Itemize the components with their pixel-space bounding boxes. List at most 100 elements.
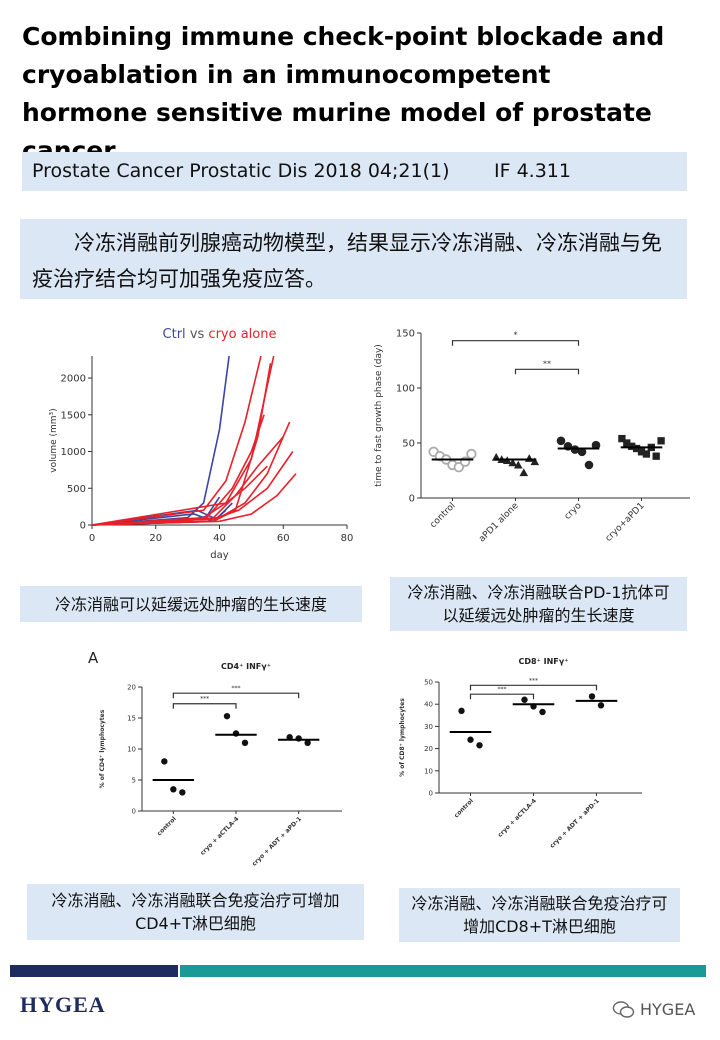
x-tick-label: cryo [563, 501, 584, 522]
x-tick-label: 20 [149, 533, 162, 544]
y-tick-label: 2000 [61, 374, 86, 385]
wechat-icon [612, 1001, 635, 1018]
y-tick-label: 5 [132, 776, 136, 784]
data-point [241, 739, 249, 746]
dot-chart: 0 10 20 30 40 50 % of CD8⁺ lymphocytes CD8⁺ INF… [399, 657, 642, 850]
y-tick-label: 1500 [61, 410, 86, 421]
data-point [637, 448, 646, 456]
data-point [304, 739, 311, 746]
x-tick-label: 60 [277, 533, 290, 544]
y-tick-label: 1000 [61, 447, 86, 458]
x-tick-label: cryo + ADT + aPD-1 [549, 797, 601, 849]
significance-bracket [469, 684, 598, 691]
line-chart: 0 500 1000 1500 2000 volume (mm³) 0 20 40 60 80 day… [49, 327, 353, 561]
y-tick-label: 0 [80, 521, 86, 532]
y-axis-label: % of CD4⁺ lymphocytes [99, 709, 106, 788]
slide-title: Combining immune check-point blockade an… [22, 22, 665, 165]
data-point [588, 693, 596, 700]
data-point [295, 735, 302, 742]
x-tick-label: control [453, 797, 475, 819]
logo: HYGEA [20, 992, 106, 1017]
x-axis-label: day [210, 550, 228, 561]
significance-label: * [514, 331, 518, 340]
y-tick-label: 20 [424, 745, 433, 753]
impact-factor: IF 4.311 [494, 160, 571, 182]
significance-bracket [172, 703, 237, 709]
data-point [524, 454, 534, 462]
y-tick-label: 10 [424, 767, 433, 775]
data-point [652, 452, 660, 460]
journal: Prostate Cancer Prostatic Dis 2018 04;21… [32, 160, 450, 182]
data-point [458, 707, 465, 715]
dot-chart: 0 50 100 150 time to fast growth phase (day)… [374, 329, 690, 545]
y-axis-label: volume (mm³) [49, 408, 59, 472]
summary: 冷冻消融前列腺癌动物模型，结果显示冷冻消融、冷冻消融与免疫治疗结合均可加强免疫应… [20, 219, 687, 299]
data-point [476, 742, 483, 749]
x-tick-label: aPD1 alone [477, 501, 521, 545]
growth-line [91, 355, 262, 526]
y-tick-label: 0 [429, 789, 433, 797]
caption: 冷冻消融可以延缓远处肿瘤的生长速度 [20, 586, 362, 622]
data-point [521, 696, 528, 703]
footer-bar [10, 965, 178, 977]
data-point [556, 436, 566, 446]
y-tick-label: 10 [127, 745, 136, 753]
growth-line [91, 436, 284, 526]
dot-chart: 0 5 10 15 20 % of CD4⁺ lymphocytes CD4⁺ INFγ⁺ A… [88, 649, 342, 868]
x-tick-label: 0 [89, 533, 95, 544]
data-point [591, 440, 601, 450]
growth-line [91, 451, 294, 526]
x-tick-label: cryo + ADT + aPD-1 [251, 815, 303, 867]
x-tick-label: control [156, 815, 178, 837]
y-tick-label: 0 [409, 494, 415, 505]
legend-title: Ctrl vs cryo alone [163, 327, 277, 342]
y-tick-label: 50 [402, 439, 415, 450]
data-point [657, 437, 665, 445]
data-point [513, 460, 523, 469]
significance-label: *** [232, 685, 241, 692]
x-tick-label: 40 [213, 533, 226, 544]
y-tick-label: 150 [396, 329, 415, 340]
growth-line [91, 355, 230, 526]
significance-bracket [451, 340, 580, 346]
significance-bracket [514, 368, 580, 375]
legend-entry: cryo alone [208, 327, 276, 342]
citation-box: Prostate Cancer Prostatic Dis 2018 04;21… [22, 152, 687, 191]
y-tick-label: 500 [67, 484, 86, 495]
x-tick-label: control [428, 501, 457, 530]
data-point [508, 458, 518, 467]
significance-label: *** [529, 677, 538, 684]
data-point [618, 434, 626, 443]
y-tick-label: 40 [424, 701, 433, 709]
y-tick-label: 0 [132, 807, 136, 815]
y-tick-label: 50 [424, 678, 433, 686]
y-tick-label: 30 [424, 723, 433, 731]
footer-bar [180, 965, 706, 977]
y-tick-label: 15 [127, 714, 136, 722]
data-point [570, 445, 580, 454]
y-axis-label: time to fast growth phase (day) [374, 344, 384, 487]
legend-joiner: vs [190, 327, 205, 342]
caption: 冷冻消融、冷冻消融联合免疫治疗可增加CD4+T淋巴细胞 [27, 884, 364, 940]
significance-label: *** [498, 686, 507, 693]
data-point [584, 460, 594, 470]
data-point [577, 447, 587, 457]
significance-label: ** [543, 359, 551, 368]
caption: 冷冻消融、冷冻消融联合免疫治疗可增加CD8+T淋巴细胞 [399, 888, 680, 942]
data-point [539, 708, 546, 716]
growth-line [91, 473, 297, 526]
data-point [223, 712, 231, 720]
data-point [170, 786, 177, 793]
caption: 冷冻消融、冷冻消融联合PD-1抗体可以延缓远处肿瘤的生长速度 [390, 577, 687, 631]
data-point [467, 736, 474, 743]
panel-title: CD8⁺ INFγ⁺ [519, 657, 569, 666]
watermark: HYGEA [640, 1000, 696, 1019]
data-point [453, 461, 465, 473]
data-point [597, 702, 605, 709]
data-point [161, 758, 168, 765]
data-point [632, 444, 641, 453]
x-tick-label: cryo+aPD1 [604, 501, 647, 544]
growth-line [91, 414, 265, 526]
data-point [179, 789, 186, 796]
